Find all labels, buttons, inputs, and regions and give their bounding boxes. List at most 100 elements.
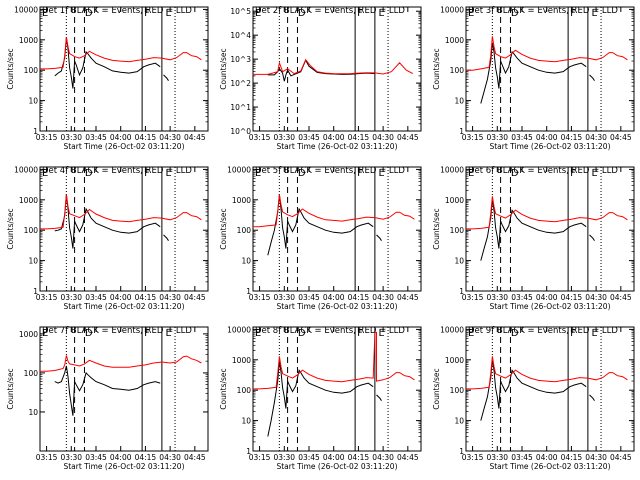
x-tick-label: 04:30 <box>159 453 181 462</box>
marker-label: E <box>468 328 474 339</box>
x-tick-label: 04:30 <box>585 293 607 302</box>
x-tick-label: 04:30 <box>372 453 394 462</box>
x-tick-label: 03:30 <box>60 293 82 302</box>
events-series-line <box>480 42 587 104</box>
marker-label: D <box>85 8 93 19</box>
lld-series-line <box>253 331 415 390</box>
y-tick-label: 1000 <box>19 36 38 45</box>
plot-frame <box>465 326 635 452</box>
y-tick-label: 10^4 <box>230 31 251 40</box>
x-tick-label: 03:45 <box>85 293 107 302</box>
y-axis-label: Counts/sec <box>219 48 228 89</box>
y-tick-label: 10 <box>28 257 38 266</box>
y-tick-label: 1000 <box>232 356 251 365</box>
x-tick-label: 04:30 <box>159 293 181 302</box>
x-tick-label: 04:45 <box>610 133 632 142</box>
x-tick-label: 04:45 <box>397 293 419 302</box>
y-tick-label: 1000 <box>232 196 251 205</box>
marker-label: L <box>166 8 172 19</box>
x-tick-label: 03:15 <box>36 453 58 462</box>
panel-title: Det 6f BLACK = Events, RED = LLD <box>468 166 618 176</box>
events-series-line <box>480 359 587 421</box>
y-tick-label: 1 <box>246 447 251 456</box>
lld-series-line <box>253 194 415 228</box>
x-tick-label: 04:30 <box>585 133 607 142</box>
y-tick-label: 1000 <box>445 356 464 365</box>
x-tick-label: 04:15 <box>561 453 583 462</box>
detector-panel-2: 10^010^110^210^310^410^503:15 03:30 03:45 0… <box>219 6 422 151</box>
events-series-line <box>589 394 595 401</box>
y-tick-label: 1 <box>246 287 251 296</box>
y-tick-label: 10^1 <box>230 103 251 112</box>
events-series-line <box>267 361 374 437</box>
x-axis-label: Start Time (26-Oct-02 03:11:20) <box>63 142 184 151</box>
y-tick-label: 10^5 <box>230 7 251 16</box>
x-tick-label: 04:15 <box>348 293 370 302</box>
x-tick-label: 04:00 <box>536 453 558 462</box>
y-tick-label: 10 <box>28 408 38 417</box>
x-tick-label: 03:45 <box>511 293 533 302</box>
x-tick-label: 03:15 <box>36 293 58 302</box>
detector-panel-8: 1 10 100 1000 10000 03:15 03:30 03:45 04:00 04:15… <box>219 325 422 471</box>
lld-series-line <box>466 356 628 390</box>
panel-title: Det 8f BLACK = Events, RED = LLD <box>255 326 405 336</box>
x-tick-label: 03:15 <box>462 453 484 462</box>
x-tick-label: 03:30 <box>273 133 295 142</box>
lld-series-line <box>253 58 414 75</box>
y-tick-label: 100 <box>24 369 39 378</box>
x-tick-label: 03:45 <box>298 453 320 462</box>
x-tick-label: 03:30 <box>60 453 82 462</box>
x-tick-label: 04:15 <box>561 133 583 142</box>
y-tick-label: 10 <box>28 97 38 106</box>
events-series-line <box>267 59 375 82</box>
y-tick-label: 1000 <box>19 330 38 339</box>
marker-label: L <box>379 8 385 19</box>
x-tick-label: 03:45 <box>85 453 107 462</box>
marker-label: D <box>298 328 306 339</box>
x-tick-label: 03:45 <box>298 133 320 142</box>
x-tick-label: 04:15 <box>135 133 157 142</box>
marker-label: L <box>379 328 385 339</box>
x-axis-label: Start Time (26-Oct-02 03:11:20) <box>63 302 184 311</box>
x-tick-label: 04:30 <box>372 133 394 142</box>
y-tick-label: 1 <box>33 287 38 296</box>
marker-label: E <box>468 168 474 179</box>
y-tick-label: 1000 <box>445 36 464 45</box>
x-axis-label: Start Time (26-Oct-02 03:11:20) <box>489 142 610 151</box>
panel-title: Det 7f BLACK = Events, RED = LLD <box>42 326 192 336</box>
y-tick-label: 10000 <box>440 165 464 174</box>
marker-label: L <box>592 8 598 19</box>
y-tick-label: 10000 <box>440 5 464 14</box>
x-tick-label: 04:15 <box>135 453 157 462</box>
x-tick-label: 04:00 <box>110 133 132 142</box>
y-tick-label: 10 <box>454 417 464 426</box>
x-axis-label: Start Time (26-Oct-02 03:11:20) <box>489 302 610 311</box>
events-series-line <box>54 37 161 89</box>
plot-frame <box>252 166 422 292</box>
panel-title: Det 5f BLACK = Events, RED = LLD <box>255 166 405 176</box>
marker-label: F <box>570 168 576 179</box>
marker-label: E <box>468 8 474 19</box>
marker-label: L <box>592 328 598 339</box>
x-tick-label: 04:30 <box>159 133 181 142</box>
marker-label: F <box>570 328 576 339</box>
x-tick-label: 04:00 <box>323 133 345 142</box>
marker-label: L <box>592 168 598 179</box>
detector-panel-9: 1 10 100 1000 10000 03:15 03:30 03:45 04:00 04:15… <box>432 325 635 471</box>
x-axis-label: Start Time (26-Oct-02 03:11:20) <box>63 462 184 471</box>
x-axis-label: Start Time (26-Oct-02 03:11:20) <box>276 142 397 151</box>
marker-label: L <box>166 168 172 179</box>
x-tick-label: 04:45 <box>610 453 632 462</box>
x-tick-label: 03:15 <box>249 293 271 302</box>
x-tick-label: 04:45 <box>610 293 632 302</box>
y-tick-label: 10000 <box>14 165 38 174</box>
x-tick-label: 04:15 <box>348 133 370 142</box>
y-axis-label: Counts/sec <box>6 48 15 89</box>
x-tick-label: 03:45 <box>85 133 107 142</box>
marker-label: L <box>166 328 172 339</box>
y-axis-label: Counts/sec <box>6 368 15 409</box>
plot-frame <box>39 326 209 452</box>
marker-label: F <box>144 168 150 179</box>
events-series-line <box>267 194 374 256</box>
